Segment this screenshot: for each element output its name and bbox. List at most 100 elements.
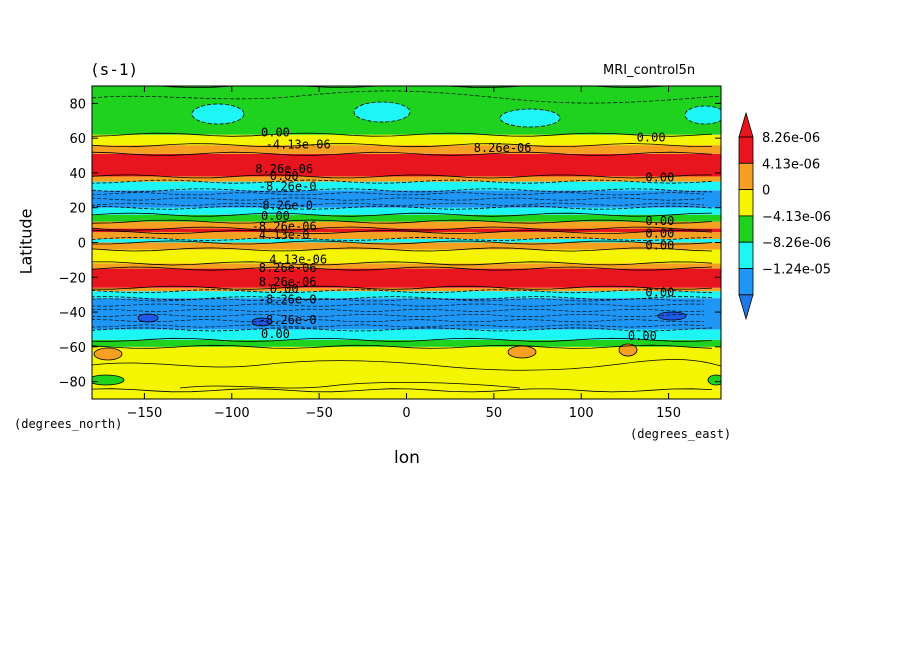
contour-line <box>92 337 713 342</box>
x-units-label: (degrees_east) <box>630 427 732 441</box>
contour-label: 0.00 <box>261 327 290 341</box>
zonal-band <box>92 176 721 182</box>
contour-label: -4.13e-06 <box>266 138 331 152</box>
colorbar-label: 0 <box>762 184 770 199</box>
x-tick-label: 0 <box>402 406 410 421</box>
colorbar-segment <box>738 136 754 164</box>
contour-label: 0.00 <box>645 171 674 185</box>
colorbar-bottom-triangle <box>738 294 754 321</box>
zonal-band <box>92 134 721 146</box>
contour-line <box>92 132 713 137</box>
y-tick-label: −40 <box>59 306 86 321</box>
contour-label: 0.00 <box>645 214 674 228</box>
x-tick-label: 100 <box>569 406 594 421</box>
contour-line <box>92 289 713 294</box>
contour-label: -8.26e-06 <box>252 219 317 233</box>
contour-label: 0.00 <box>261 125 290 139</box>
green-region <box>92 374 125 386</box>
contour-label: 8.26e-06 <box>474 141 532 155</box>
y-tick-label: −80 <box>59 376 86 391</box>
contour-line <box>92 230 713 235</box>
contour-line <box>92 296 713 301</box>
contour-label: 0.00 <box>270 169 299 183</box>
zonal-band <box>92 228 721 233</box>
zonal-band <box>92 232 721 240</box>
contour-line <box>92 359 721 371</box>
contour-line <box>92 188 713 193</box>
orange-region <box>93 347 123 361</box>
orange-region <box>618 343 638 357</box>
y-tick-label: 80 <box>69 97 86 112</box>
y-tick-label: −20 <box>59 271 86 286</box>
contour-line <box>92 388 713 393</box>
zonal-band <box>92 329 721 340</box>
contour-line <box>92 303 705 307</box>
y-units-label: (degrees_north) <box>14 417 123 431</box>
zonal-band <box>92 268 721 288</box>
model-label: MRI_control5n <box>603 63 696 78</box>
colorbar-label: −4.13e-06 <box>762 210 831 225</box>
zonal-band <box>92 287 721 292</box>
zonal-band <box>92 181 721 191</box>
zonal-band <box>92 242 721 250</box>
contour-line <box>92 266 713 271</box>
contour-line <box>92 327 713 332</box>
cyan-region <box>499 108 561 128</box>
contour-label: 0.00 <box>637 131 666 145</box>
colorbar-label: 8.26e-06 <box>762 131 820 146</box>
x-tick-label: −100 <box>214 406 250 421</box>
x-tick-label: −50 <box>305 406 332 421</box>
x-tick-label: 150 <box>656 406 681 421</box>
contour-line <box>92 226 713 231</box>
contour-line <box>92 261 713 266</box>
contour-line <box>92 179 713 184</box>
contour-label: 8.26e-06 <box>255 162 313 176</box>
contour-label: 0.00 <box>261 209 290 223</box>
contour-label: 4.13e-0 <box>259 228 310 242</box>
contour-line <box>92 285 713 290</box>
colorbar-segment <box>738 268 754 296</box>
zonal-band <box>92 263 721 269</box>
contour-line <box>92 240 713 245</box>
colorbar-segment <box>738 215 754 243</box>
contour-line <box>92 219 713 224</box>
cyan-region <box>684 105 721 125</box>
contour-line <box>92 143 713 148</box>
contour-label: 0.00 <box>645 238 674 252</box>
cyan-region <box>353 101 411 123</box>
cyan-region <box>191 103 245 125</box>
contour-label: 8.26e-06 <box>259 261 317 275</box>
y-tick-label: 40 <box>69 167 86 182</box>
zonal-band <box>92 207 721 215</box>
contour-label: -8.26e-0 <box>259 179 317 193</box>
x-axis-label: lon <box>394 448 420 468</box>
contour-line <box>179 382 521 389</box>
y-tick-label: 0 <box>78 237 86 252</box>
colorbar-segment <box>738 189 754 217</box>
zonal-band <box>92 291 721 299</box>
contour-label: 0.00 <box>645 285 674 299</box>
zonal-band <box>92 153 721 177</box>
contour-line <box>92 86 673 89</box>
colorbar-label: 4.13e-06 <box>762 157 820 172</box>
contour-label: 8.26e-0 <box>262 198 313 212</box>
contour-line <box>92 212 713 217</box>
blue-region <box>657 311 687 321</box>
y-tick-label: 20 <box>69 202 86 217</box>
contour-label: 8.26e-06 <box>259 275 317 289</box>
contour-line <box>92 151 713 156</box>
contour-line <box>92 174 713 179</box>
contour-line <box>92 236 713 242</box>
colorbar-segment <box>738 241 754 269</box>
colorbar-label: −8.26e-06 <box>762 236 831 251</box>
zonal-band <box>92 249 721 264</box>
zonal-band <box>92 145 721 154</box>
contour-label: 0.00 <box>645 226 674 240</box>
blue-region <box>137 313 159 323</box>
zonal-band <box>92 298 721 330</box>
y-axis-label: Latitude <box>16 208 36 275</box>
contour-label: 0.00 <box>270 282 299 296</box>
contour-label: 4.13e-06 <box>269 252 327 266</box>
colorbar-segment <box>738 162 754 191</box>
